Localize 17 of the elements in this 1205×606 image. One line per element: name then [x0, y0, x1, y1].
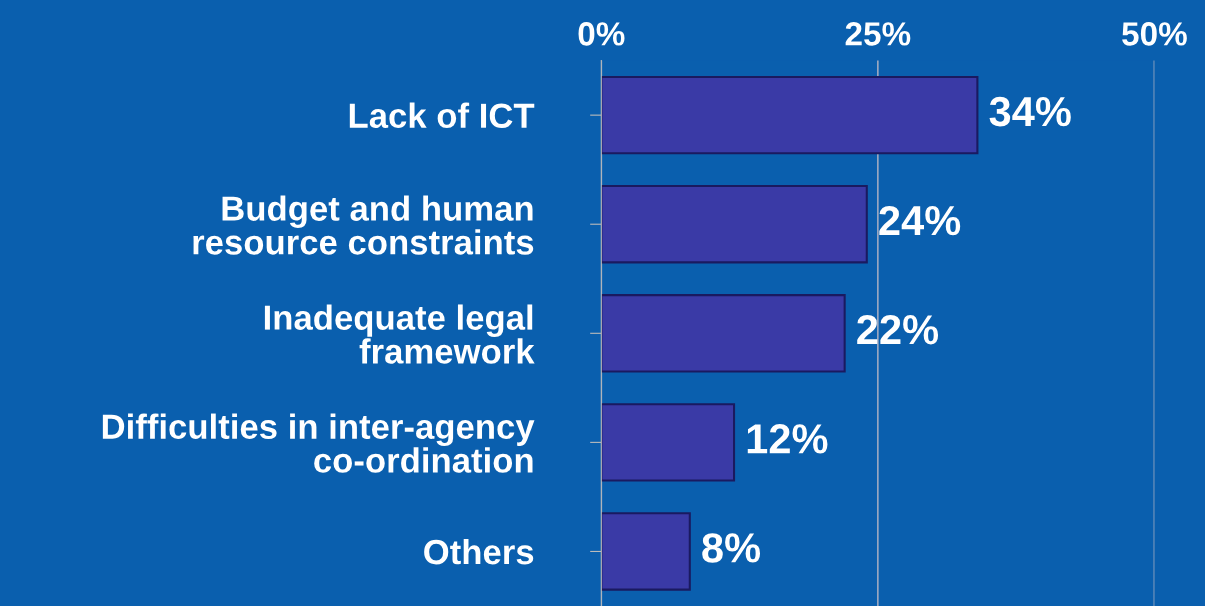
data-label: 8% [702, 533, 761, 563]
x-tick-label: 25% [845, 22, 911, 46]
x-tick-label: 0% [578, 22, 625, 46]
y-tick-label: Inadequate legal framework [264, 304, 535, 364]
data-label: 24% [879, 205, 961, 236]
bar [601, 512, 691, 591]
data-label: 12% [747, 424, 828, 454]
bar [601, 294, 846, 373]
y-tick-label: Budget and human resource constraints [193, 195, 534, 255]
y-tick-label: Lack of ICT [349, 102, 535, 129]
bar [601, 75, 979, 155]
x-tick-label: 50% [1122, 22, 1187, 46]
bar [601, 185, 868, 264]
bar [601, 403, 736, 482]
data-label: 34% [989, 96, 1071, 127]
y-tick-label: Others [424, 538, 534, 565]
y-tick-label: Difficulties in inter-agency co-ordination [102, 413, 535, 473]
